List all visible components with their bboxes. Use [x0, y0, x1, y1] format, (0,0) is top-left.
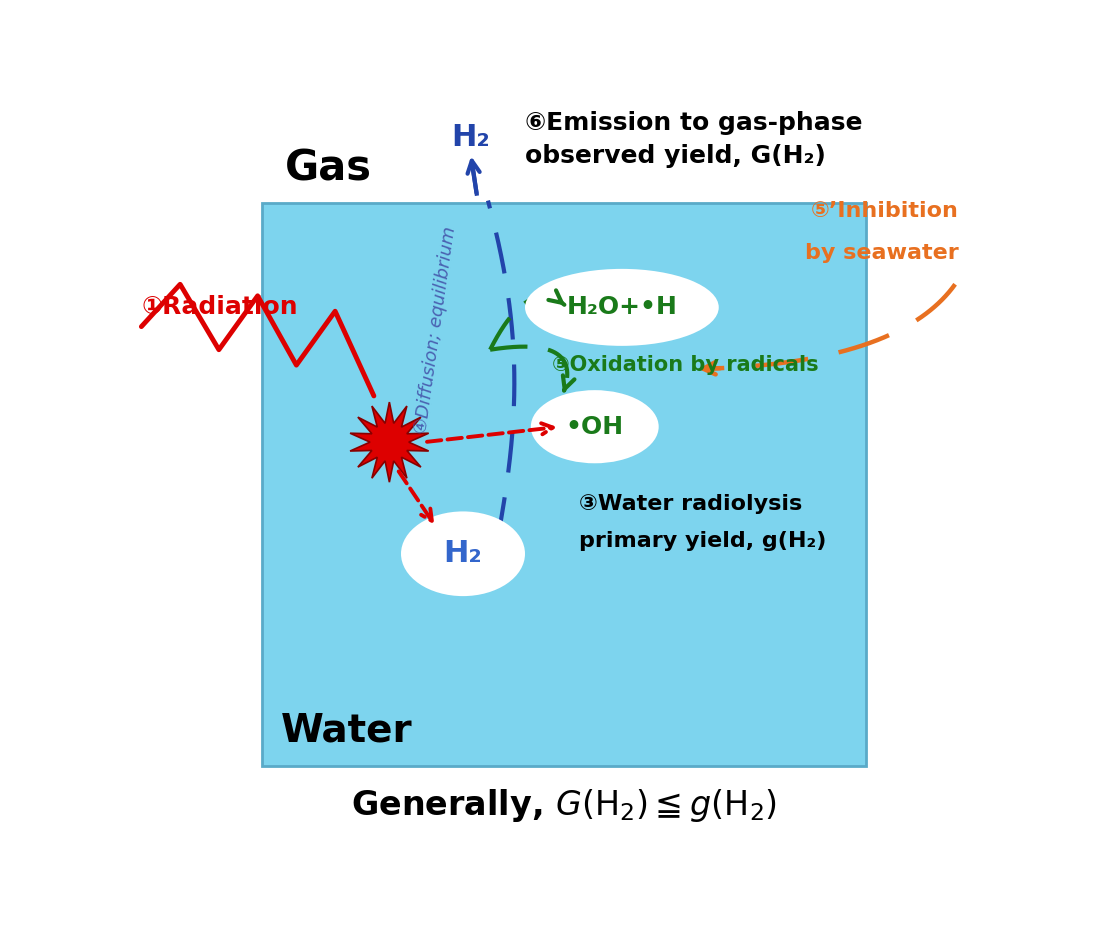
- Text: ③Water radiolysis: ③Water radiolysis: [580, 493, 803, 514]
- Text: Generally, $G(\mathrm{H_2}) \leqq g(\mathrm{H_2})$: Generally, $G(\mathrm{H_2}) \leqq g(\mat…: [351, 787, 777, 825]
- Text: H₂: H₂: [443, 539, 483, 568]
- Text: H₂O+•H: H₂O+•H: [566, 295, 678, 319]
- Ellipse shape: [531, 390, 659, 463]
- Ellipse shape: [525, 269, 718, 346]
- Text: Gas: Gas: [285, 148, 372, 189]
- Text: Water: Water: [280, 712, 412, 749]
- Text: by seawater: by seawater: [805, 244, 959, 264]
- Text: ⑤Oxidation by radicals: ⑤Oxidation by radicals: [552, 356, 818, 375]
- Ellipse shape: [402, 511, 525, 597]
- Bar: [262, 204, 866, 765]
- Text: ①Radiation: ①Radiation: [142, 295, 298, 319]
- Text: observed yield, G(H₂): observed yield, G(H₂): [525, 144, 826, 168]
- Text: ④Diffusion; equilibrium: ④Diffusion; equilibrium: [412, 226, 460, 435]
- Polygon shape: [350, 402, 429, 482]
- Text: ⑥Emission to gas-phase: ⑥Emission to gas-phase: [525, 111, 862, 134]
- Text: H₂: H₂: [451, 124, 491, 153]
- Text: ⑤’Inhibition: ⑤’Inhibition: [811, 201, 959, 221]
- Text: primary yield, g(H₂): primary yield, g(H₂): [580, 531, 826, 551]
- Text: •OH: •OH: [565, 415, 624, 439]
